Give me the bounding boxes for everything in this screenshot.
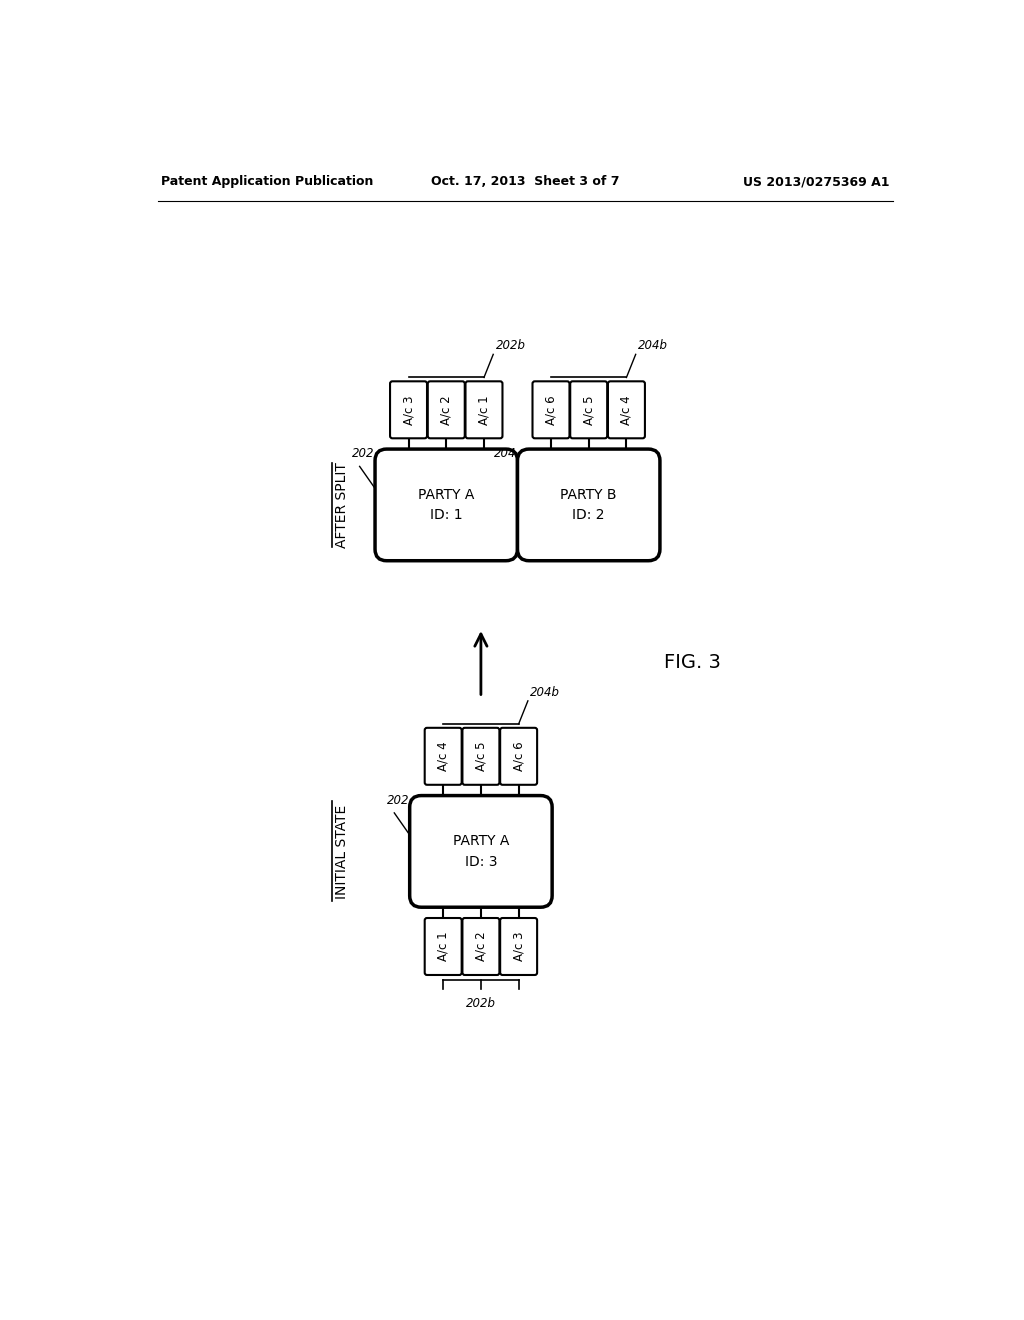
Text: PARTY B
ID: 2: PARTY B ID: 2 — [560, 487, 616, 523]
Text: A/c 6: A/c 6 — [545, 395, 557, 425]
Text: 202b: 202b — [496, 339, 525, 352]
Text: A/c 4: A/c 4 — [436, 742, 450, 771]
FancyBboxPatch shape — [517, 449, 659, 561]
Text: A/c 4: A/c 4 — [620, 395, 633, 425]
Text: PARTY A
ID: 1: PARTY A ID: 1 — [418, 487, 474, 523]
Text: US 2013/0275369 A1: US 2013/0275369 A1 — [742, 176, 889, 187]
Text: A/c 2: A/c 2 — [474, 932, 487, 961]
FancyBboxPatch shape — [375, 449, 517, 561]
Text: FIG. 3: FIG. 3 — [665, 653, 721, 672]
Text: A/c 1: A/c 1 — [436, 932, 450, 961]
Text: 202: 202 — [352, 447, 375, 461]
Text: 204: 204 — [495, 447, 517, 461]
FancyBboxPatch shape — [390, 381, 427, 438]
Text: 204b: 204b — [638, 339, 668, 352]
Text: AFTER SPLIT: AFTER SPLIT — [335, 462, 349, 548]
Text: Patent Application Publication: Patent Application Publication — [162, 176, 374, 187]
Text: A/c 3: A/c 3 — [512, 932, 525, 961]
Text: 202b: 202b — [466, 997, 496, 1010]
FancyBboxPatch shape — [570, 381, 607, 438]
Text: A/c 5: A/c 5 — [474, 742, 487, 771]
FancyBboxPatch shape — [428, 381, 465, 438]
FancyBboxPatch shape — [608, 381, 645, 438]
Text: A/c 6: A/c 6 — [512, 742, 525, 771]
Text: INITIAL STATE: INITIAL STATE — [335, 804, 349, 899]
Text: A/c 5: A/c 5 — [583, 395, 595, 425]
FancyBboxPatch shape — [410, 796, 552, 907]
Text: PARTY A
ID: 3: PARTY A ID: 3 — [453, 834, 509, 869]
FancyBboxPatch shape — [425, 917, 462, 975]
Text: 204b: 204b — [530, 685, 560, 698]
Text: A/c 2: A/c 2 — [439, 395, 453, 425]
Text: 202: 202 — [387, 793, 409, 807]
Text: A/c 1: A/c 1 — [477, 395, 490, 425]
Text: A/c 3: A/c 3 — [402, 395, 415, 425]
FancyBboxPatch shape — [500, 727, 538, 785]
FancyBboxPatch shape — [466, 381, 503, 438]
Text: Oct. 17, 2013  Sheet 3 of 7: Oct. 17, 2013 Sheet 3 of 7 — [430, 176, 620, 187]
FancyBboxPatch shape — [463, 917, 500, 975]
FancyBboxPatch shape — [532, 381, 569, 438]
FancyBboxPatch shape — [463, 727, 500, 785]
FancyBboxPatch shape — [500, 917, 538, 975]
FancyBboxPatch shape — [425, 727, 462, 785]
